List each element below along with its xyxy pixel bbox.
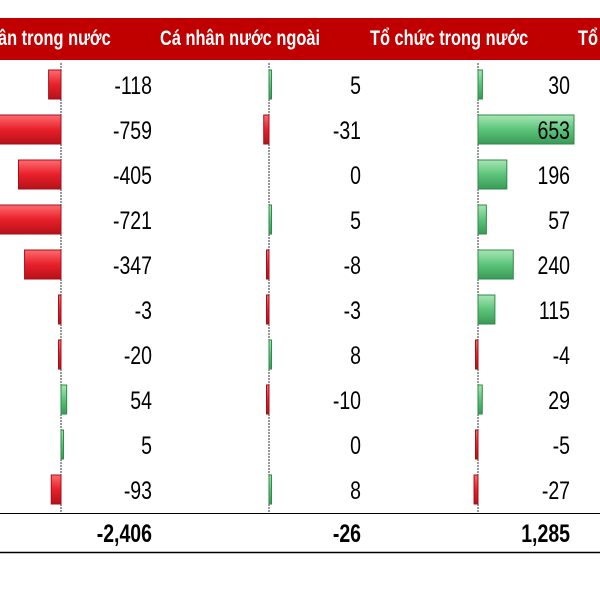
- bar: [0, 204, 62, 235]
- bar: [477, 384, 483, 415]
- bar: [266, 249, 270, 280]
- bar: [268, 204, 272, 235]
- header-col-individual-foreign: Cá nhân nước ngoài: [160, 27, 321, 50]
- data-label: -405: [113, 162, 152, 190]
- data-label: 0: [350, 432, 361, 460]
- bar: [266, 384, 270, 415]
- data-label: -93: [124, 477, 152, 505]
- data-label: 8: [350, 342, 361, 370]
- data-label: -20: [124, 342, 152, 370]
- data-label: 8: [350, 477, 361, 505]
- data-label: -347: [113, 252, 152, 280]
- bar: [475, 339, 479, 370]
- bar: [473, 474, 479, 505]
- data-label: 54: [130, 387, 152, 415]
- column-total: 1,285: [521, 520, 570, 548]
- data-label: -31: [333, 117, 361, 145]
- data-label: 196: [537, 162, 570, 190]
- bar: [477, 69, 483, 100]
- bar: [266, 294, 270, 325]
- bar: [268, 474, 272, 505]
- bar: [475, 429, 479, 460]
- data-label: -27: [542, 477, 570, 505]
- bar: [268, 69, 272, 100]
- data-label: 5: [350, 207, 361, 235]
- data-label: 0: [350, 162, 361, 190]
- data-label: -118: [114, 72, 152, 100]
- data-label: -10: [333, 387, 361, 415]
- bar: [58, 294, 62, 325]
- header-col-institution-foreign: Tổ: [578, 27, 599, 50]
- data-label: 115: [539, 297, 570, 325]
- bar: [60, 429, 64, 460]
- data-label: 57: [548, 207, 570, 235]
- bar: [58, 339, 62, 370]
- data-label: 653: [537, 117, 570, 145]
- bar: [0, 114, 62, 145]
- bar: [477, 159, 508, 190]
- column-total: -2,406: [97, 520, 152, 548]
- data-label: -3: [344, 297, 361, 325]
- bar: [48, 69, 62, 100]
- data-label: -8: [344, 252, 361, 280]
- data-label: 240: [537, 252, 570, 280]
- header-col-institution-domestic: Tổ chức trong nước: [370, 27, 529, 50]
- table-header: ân trong nước Cá nhân nước ngoài Tổ chức…: [0, 18, 600, 60]
- data-label: 5: [141, 432, 152, 460]
- bar: [263, 114, 270, 145]
- bar: [477, 204, 487, 235]
- data-label: -4: [553, 342, 570, 370]
- bar: [477, 114, 575, 145]
- bar: [17, 159, 62, 190]
- data-label: -721: [113, 207, 152, 235]
- bar: [477, 294, 496, 325]
- data-label: -5: [553, 432, 570, 460]
- column-total: -26: [333, 520, 361, 548]
- bar: [24, 249, 62, 280]
- data-label: 5: [350, 72, 361, 100]
- data-label: 30: [548, 72, 570, 100]
- header-col-individual-domestic: ân trong nước: [0, 27, 111, 50]
- data-label: 29: [548, 387, 570, 415]
- bar: [60, 384, 68, 415]
- data-label: -759: [113, 117, 152, 145]
- bar: [268, 339, 272, 370]
- data-label: -3: [135, 297, 152, 325]
- bar: [50, 474, 62, 505]
- bar: [477, 249, 514, 280]
